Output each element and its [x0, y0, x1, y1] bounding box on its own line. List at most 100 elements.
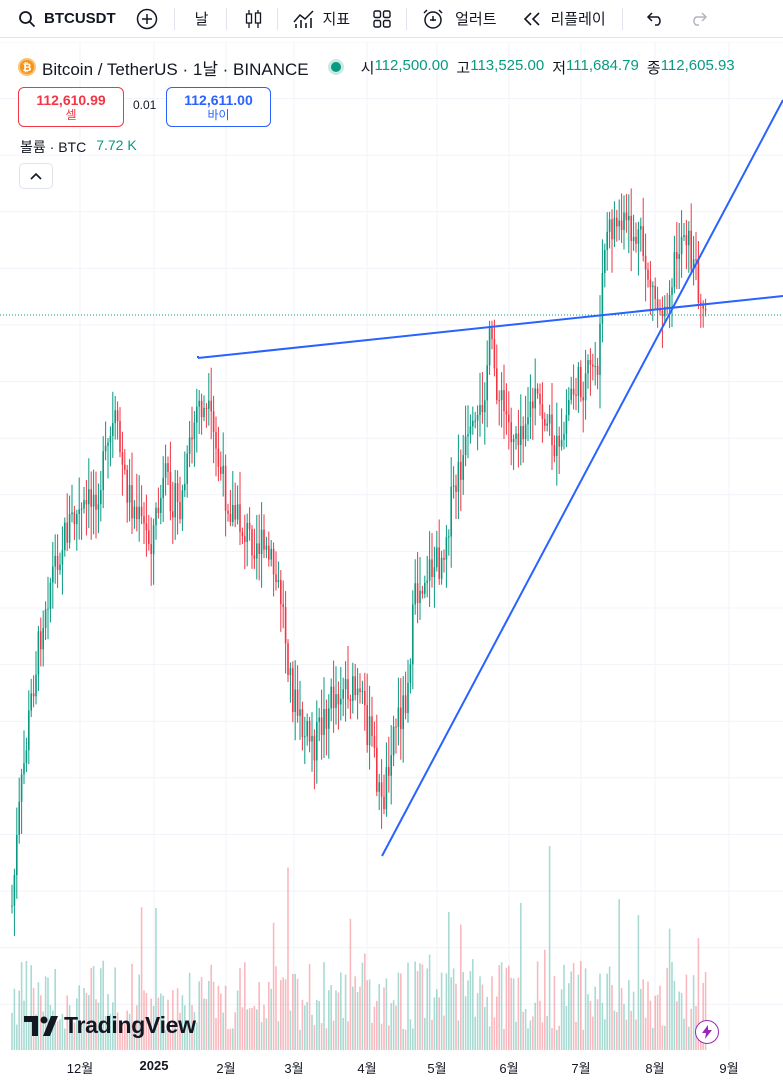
time-axis[interactable]: 12월 2025 2월 3월 4월 5월 6월 7월 8월 9월	[0, 1050, 783, 1080]
low-key: 저	[552, 59, 567, 77]
volume-bar	[412, 1028, 414, 1050]
candle-body	[618, 220, 620, 227]
volume-bar	[301, 999, 304, 1050]
alert-button[interactable]: 얼러트	[421, 0, 497, 38]
volume-bar	[464, 996, 467, 1050]
layouts-button[interactable]	[372, 0, 392, 38]
candle-body	[589, 360, 592, 365]
volume-bar	[44, 976, 47, 1050]
chart-type-button[interactable]	[243, 0, 265, 38]
volume-bar	[308, 963, 311, 1050]
low-value: 111,684.79	[566, 56, 639, 74]
volume-bar	[325, 1028, 328, 1050]
price-chart[interactable]	[0, 42, 783, 1050]
quick-action-button[interactable]	[695, 1020, 719, 1044]
volume-bar	[54, 968, 56, 1050]
volume-bar	[256, 1009, 258, 1050]
candle-body	[181, 490, 184, 520]
volume-bar	[268, 981, 270, 1050]
volume-bar	[368, 979, 371, 1050]
candle-body	[32, 693, 35, 697]
candle-body	[169, 471, 172, 512]
volume-bar	[361, 962, 364, 1050]
candle-body	[289, 668, 292, 676]
collapse-legend-button[interactable]	[19, 163, 53, 189]
candle-body	[467, 434, 469, 437]
interval-label: 날	[194, 10, 209, 28]
volume-bar	[539, 1000, 541, 1050]
volume-bar	[546, 1015, 548, 1050]
candle-body	[376, 747, 378, 792]
candle-body	[102, 451, 104, 491]
candle-body	[30, 693, 32, 711]
volume-bar	[320, 1023, 323, 1050]
candle-body	[188, 437, 191, 454]
candle-body	[342, 689, 344, 699]
volume-bar	[78, 985, 80, 1050]
candle-body	[13, 875, 16, 906]
volume-bar	[544, 949, 546, 1050]
volume-bar	[476, 993, 479, 1050]
spread-value: 0.01	[133, 98, 157, 112]
candle-body	[438, 547, 440, 579]
toolbar-divider	[226, 7, 228, 30]
time-tick: 9월	[719, 1061, 739, 1076]
candle-body	[292, 668, 294, 712]
candle-body	[630, 215, 632, 242]
candle-body	[76, 514, 78, 525]
replay-label: 리플레이	[550, 10, 606, 28]
volume-bar	[179, 1012, 181, 1050]
interval-button[interactable]: 날	[195, 0, 209, 38]
compare-symbol-button[interactable]	[136, 0, 158, 38]
candle-body	[179, 502, 181, 520]
candle-body	[164, 463, 167, 478]
volume-bar	[419, 963, 421, 1050]
replay-button[interactable]: 리플레이	[521, 0, 606, 38]
sell-button[interactable]: 112,610.99 셀	[18, 87, 124, 127]
volume-bar	[378, 984, 380, 1050]
volume-bar	[524, 1008, 527, 1050]
volume-bar	[616, 1012, 618, 1050]
candle-body	[234, 505, 236, 520]
candle-body	[380, 782, 383, 797]
candle-body	[455, 485, 457, 492]
candle-body	[409, 664, 412, 683]
volume-bar	[644, 1017, 647, 1050]
candle-body	[486, 365, 488, 401]
time-tick: 2025	[139, 1058, 169, 1073]
volume-bar	[157, 997, 160, 1050]
candle-body	[517, 433, 520, 446]
volume-bar	[527, 1028, 529, 1050]
volume-bar	[491, 976, 493, 1050]
buy-button[interactable]: 112,611.00 바이	[166, 87, 271, 127]
volume-bar	[104, 1015, 107, 1050]
candle-body	[95, 494, 97, 510]
candle-body	[85, 500, 88, 505]
indicators-button[interactable]: 지표	[292, 0, 350, 38]
volume-bar	[474, 1016, 476, 1050]
candle-body	[109, 435, 112, 443]
volume-bar	[467, 980, 469, 1050]
volume-bar	[452, 968, 455, 1050]
candle-body	[150, 544, 152, 555]
volume-bar	[205, 998, 208, 1050]
redo-button[interactable]	[689, 0, 709, 38]
symbol-title[interactable]: Bitcoin / TetherUS · 1날 · BINANCE	[42, 59, 309, 79]
volume-bar	[88, 995, 90, 1050]
candle-body	[551, 414, 553, 446]
chart-canvas[interactable]	[0, 42, 783, 1050]
symbol-search-button[interactable]: BTCUSDT	[18, 0, 116, 38]
volume-bar	[383, 987, 385, 1050]
volume-bar	[563, 964, 565, 1050]
candle-body	[294, 689, 296, 712]
candle-body	[484, 400, 486, 413]
undo-button[interactable]	[645, 0, 665, 38]
volume-bar	[272, 922, 275, 1050]
candle-body	[601, 273, 604, 324]
candle-body	[299, 709, 301, 716]
volume-bar	[220, 993, 222, 1050]
volume-bar	[71, 1018, 73, 1050]
candle-body	[685, 235, 688, 246]
volume-bar	[282, 977, 284, 1050]
candle-body	[280, 579, 282, 605]
